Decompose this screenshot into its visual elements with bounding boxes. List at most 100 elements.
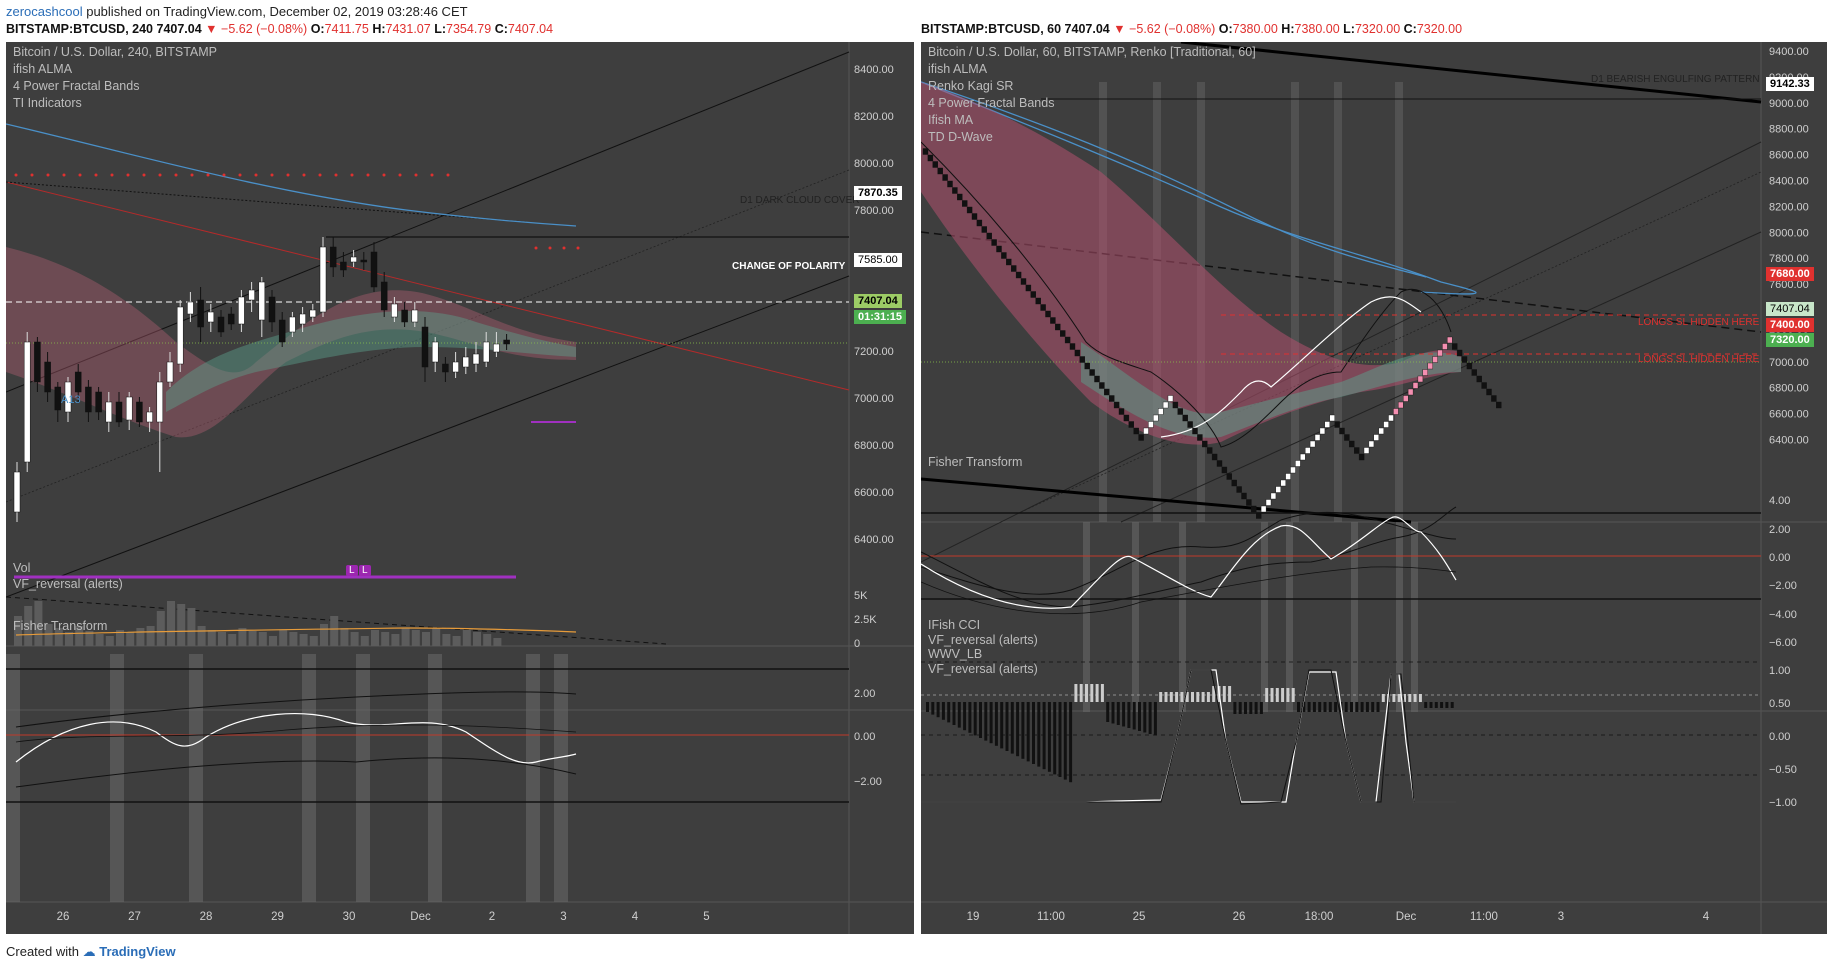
left-legend-line[interactable]: Bitcoin / U.S. Dollar, 240, BITSTAMP [13, 45, 218, 59]
left-symbol[interactable]: BITSTAMP:BTCUSD, 240 [6, 22, 154, 36]
time-tick-label: 2 [489, 911, 495, 923]
red-dot [576, 246, 580, 250]
cci-legend-line[interactable]: IFish CCI [928, 618, 981, 632]
price-tick-label: 9400.00 [1769, 46, 1809, 58]
renko-brick [1407, 388, 1414, 396]
footer-created: Created with [6, 944, 83, 959]
l-marker: L [346, 565, 358, 576]
right-ohlc-header: BITSTAMP:BTCUSD, 60 7407.04 ▼ −5.62 (−0.… [921, 22, 1463, 36]
cci-bar [968, 702, 972, 733]
left-price-axis[interactable]: 8400.008200.008000.007800.007600.007400.… [854, 64, 894, 788]
cci-bar [1365, 702, 1369, 712]
renko-brick [927, 154, 934, 162]
right-legend-line[interactable]: ifish ALMA [928, 62, 988, 76]
renko-brick [1412, 382, 1419, 389]
volume-bar [299, 634, 308, 646]
left-time-axis[interactable]: 26 27 28 29 30 Dec 2 3 4 5 [57, 911, 710, 923]
cci-legend-line[interactable]: VF_reversal (alerts) [928, 632, 1038, 647]
renko-brick [1128, 421, 1135, 428]
cci-bar [1350, 702, 1353, 712]
right-time-axis[interactable]: 19 11:00 25 26 18:00 Dec 11:00 3 4 [967, 911, 1710, 923]
fisher-tick-label: −4.00 [1769, 609, 1797, 621]
left-chart-panel[interactable]: 8400.008200.008000.007800.007600.007400.… [6, 42, 914, 934]
right-legend-line[interactable]: Ifish MA [928, 113, 974, 127]
tradingview-link[interactable]: TradingView [99, 944, 176, 959]
left-change: −5.62 (−0.08%) [221, 22, 308, 36]
left-legend-line[interactable]: 4 Power Fractal Bands [13, 79, 140, 93]
price-tick-label: 8000.00 [854, 158, 894, 170]
volume-bar [24, 606, 33, 646]
right-legend-line[interactable]: TD D-Wave [928, 130, 993, 144]
cci-bar [1021, 702, 1025, 759]
renko-brick [1393, 408, 1399, 415]
renko-brick [1432, 356, 1438, 363]
volume-bar [146, 626, 155, 646]
price-tick-label: 8000.00 [1769, 227, 1809, 239]
vol-tick-label: 2.5K [854, 614, 877, 626]
volume-bar [269, 636, 277, 646]
renko-brick [1133, 427, 1139, 435]
cci-bar [1111, 702, 1115, 724]
cci-bar [1265, 688, 1269, 702]
renko-brick [1211, 453, 1218, 461]
dark-cloud-cover-annotation: D1 DARK CLOUD COVER [740, 195, 860, 206]
renko-brick [937, 167, 943, 175]
red-dot [430, 173, 434, 177]
cci-bar [1005, 702, 1009, 751]
right-close: 7320.00 [1416, 22, 1463, 36]
candle-body [156, 381, 164, 423]
cci-bar [1228, 686, 1232, 702]
renko-brick [1030, 291, 1037, 298]
renko-brick [1108, 395, 1115, 402]
right-legend-line[interactable]: 4 Power Fractal Bands [928, 96, 1055, 110]
renko-brick [1094, 375, 1100, 383]
cci-legend-line[interactable]: WWV_LB [928, 647, 983, 661]
cci-bar [1085, 684, 1088, 702]
time-tick-label: Dec [1396, 911, 1417, 923]
right-fisher-title[interactable]: Fisher Transform [928, 455, 1023, 469]
cci-bar [1392, 694, 1396, 702]
cci-bar [1360, 702, 1364, 712]
candle-body [299, 313, 306, 325]
left-chart-svg[interactable]: 8400.008200.008000.007800.007600.007400.… [6, 42, 914, 934]
cci-bar [1408, 694, 1412, 702]
red-dot [126, 173, 130, 177]
right-chart-panel[interactable]: 9400.009200.009000.008800.008600.008400.… [921, 42, 1827, 934]
red-dot [142, 173, 146, 177]
author-link[interactable]: zerocashcool [6, 4, 83, 19]
right-price-axis[interactable]: 9400.009200.009000.008800.008600.008400.… [1769, 46, 1809, 809]
cci-legend-line[interactable]: VF_reversal (alerts) [928, 661, 1038, 676]
left-fisher-title[interactable]: Fisher Transform [13, 619, 108, 633]
right-symbol[interactable]: BITSTAMP:BTCUSD, 60 [921, 22, 1062, 36]
cci-bar [1058, 702, 1062, 777]
red-dot [398, 173, 402, 177]
vol-sub[interactable]: VF_reversal (alerts) [13, 577, 123, 591]
candle-body [411, 309, 419, 323]
renko-brick [1055, 323, 1061, 331]
vol-title[interactable]: Vol [13, 561, 31, 575]
right-legend-line[interactable]: Renko Kagi SR [928, 79, 1014, 93]
cci-bar [1047, 702, 1051, 772]
left-down-arrow-icon: ▼ [205, 22, 218, 36]
cci-bar [1434, 702, 1438, 708]
volume-bar [391, 634, 400, 646]
candle-body [85, 386, 92, 413]
renko-brick [1319, 427, 1326, 435]
cci-bar [1418, 694, 1422, 702]
volume-bar [350, 632, 359, 646]
cci-bar [1291, 688, 1295, 702]
right-chart-svg[interactable]: 9400.009200.009000.008800.008600.008400.… [921, 42, 1827, 934]
left-legend-line[interactable]: TI Indicators [13, 96, 82, 110]
volume-bar [371, 630, 379, 646]
renko-brick [976, 219, 983, 227]
red-dot [534, 246, 538, 250]
renko-brick [1010, 265, 1017, 272]
candle-body [166, 361, 174, 383]
left-legend-line[interactable]: ifish ALMA [13, 62, 73, 76]
price-tick-label: 6600.00 [1769, 409, 1809, 421]
renko-brick [1187, 421, 1193, 428]
candle-body [350, 256, 357, 263]
right-legend-line[interactable]: Bitcoin / U.S. Dollar, 60, BITSTAMP, Ren… [928, 45, 1256, 59]
renko-brick [1153, 414, 1159, 422]
cci-bar [1037, 702, 1041, 767]
